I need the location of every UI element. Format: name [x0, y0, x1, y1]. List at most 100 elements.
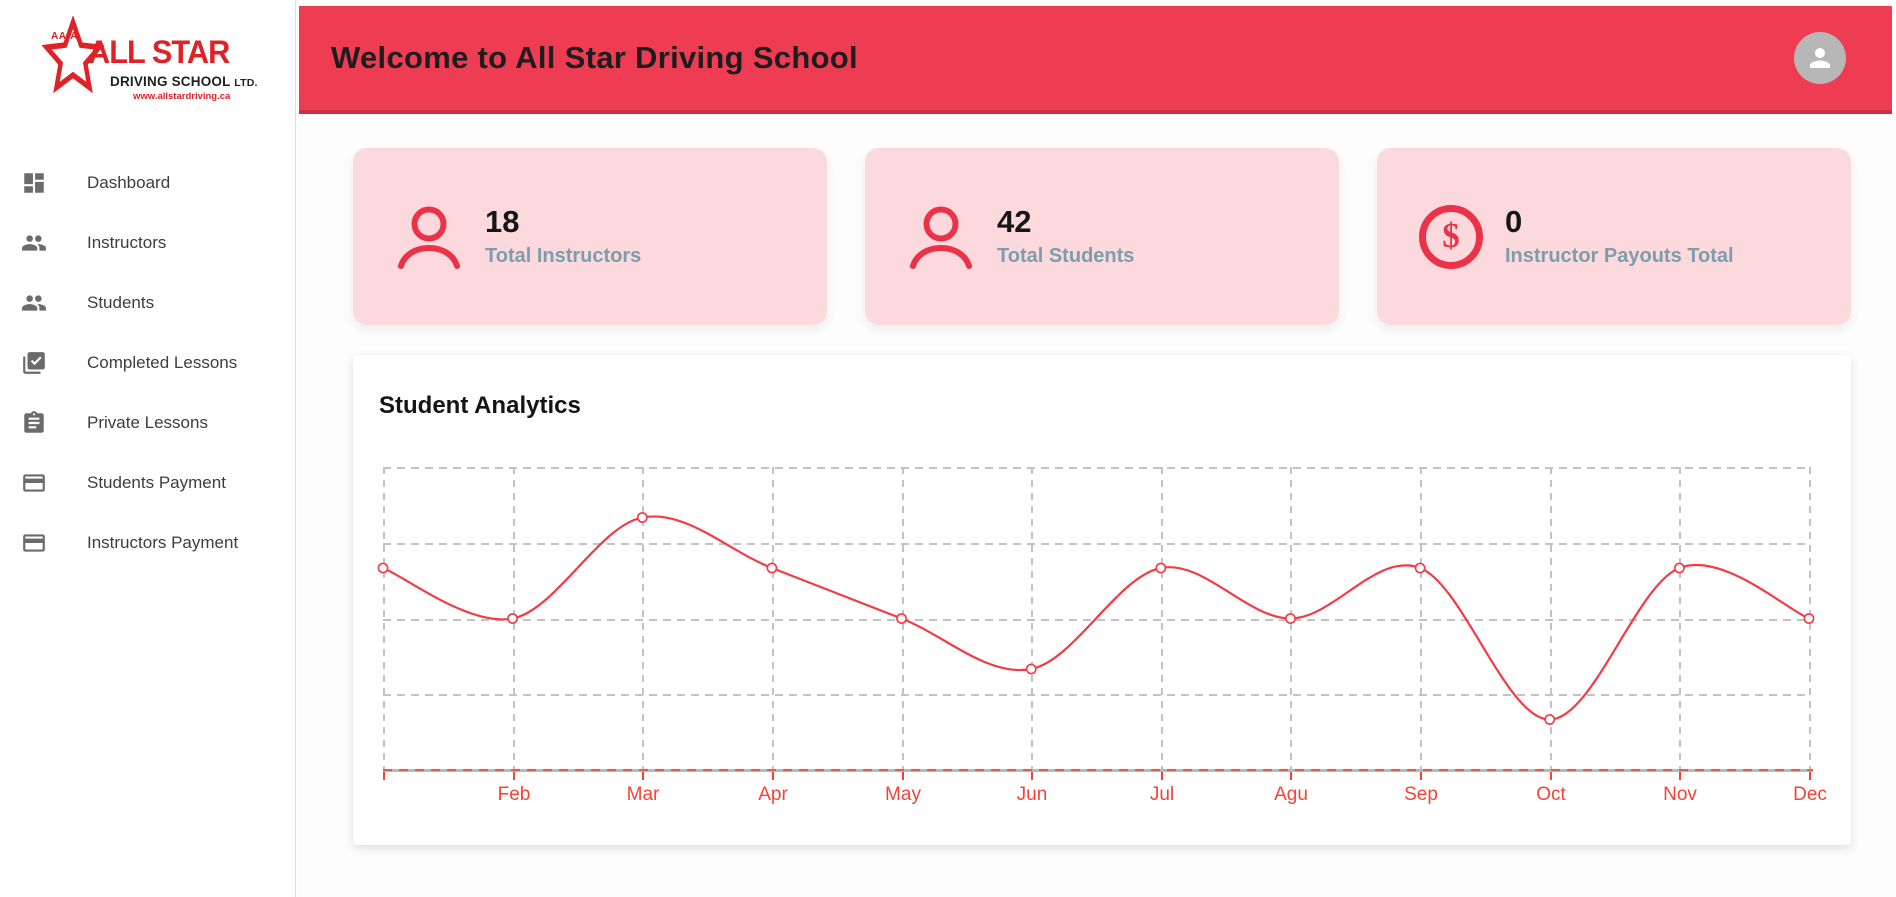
data-point [1674, 562, 1685, 574]
dollar-sign: $ [1442, 215, 1460, 255]
people-icon [22, 235, 46, 251]
data-point [1025, 663, 1037, 675]
data-point [1285, 613, 1296, 624]
person-outline-icon [398, 206, 460, 269]
stat-card-instructor-payouts-total: $ 0 Instructor Payouts Total [1377, 148, 1851, 325]
data-point [507, 613, 519, 624]
data-point [1155, 562, 1167, 574]
stat-value: 18 [485, 204, 520, 240]
sidebar-item-label: Students [87, 293, 155, 312]
axis-tick [642, 772, 644, 780]
x-axis-label: Jun [1016, 784, 1048, 805]
axis-tick [513, 772, 515, 780]
logo-website: www.allstardriving.ca [133, 91, 231, 102]
sidebar-item-dashboard[interactable]: Dashboard [0, 153, 294, 213]
axis-tick [1290, 772, 1292, 780]
logo-tagline: DRIVING SCHOOL LTD. [110, 74, 258, 89]
dollar-circle-icon: $ [1419, 204, 1483, 269]
x-axis-label: Agu [1274, 784, 1308, 805]
gridline-vertical [1161, 467, 1163, 770]
x-axis-label: May [885, 784, 921, 805]
x-axis-label: Oct [1536, 784, 1566, 805]
axis-tick [1679, 772, 1681, 780]
logo-name: ALL STAR [88, 34, 230, 70]
gridline-vertical [383, 467, 385, 770]
star-icon [42, 16, 104, 94]
credit-card-icon [23, 534, 45, 552]
completed-lessons-icon [23, 352, 45, 374]
assignment-icon [24, 411, 44, 433]
axis-tick [1550, 772, 1552, 780]
page-title: Welcome to All Star Driving School [331, 40, 858, 75]
x-axis-label: Sep [1404, 784, 1438, 805]
sidebar-item-completed-lessons[interactable]: Completed Lessons [0, 333, 294, 393]
x-axis-label: Feb [497, 784, 531, 805]
axis-tick [1031, 772, 1033, 780]
logo-prefix: AA-A [51, 31, 78, 42]
x-axis-label: Jul [1149, 784, 1175, 805]
x-axis-red-dash [383, 769, 1813, 771]
sidebar-item-instructors-payment[interactable]: Instructors Payment [0, 513, 294, 573]
sidebar-item-label: Students Payment [87, 473, 226, 492]
sidebar-item-students[interactable]: Students [0, 273, 294, 333]
axis-tick [383, 772, 385, 780]
student-analytics-panel: Student Analytics Feb Mar Apr May Jun Jul Agu S… [353, 355, 1851, 845]
chart-title: Student Analytics [379, 392, 581, 419]
gridline-horizontal [383, 542, 1811, 545]
line-series [377, 512, 1815, 725]
gridline-vertical [1550, 467, 1552, 770]
stat-label: Total Instructors [485, 244, 642, 267]
axis-tick [1161, 772, 1163, 780]
sidebar-item-label: Instructors Payment [87, 533, 239, 552]
sidebar: AA-A ALL STAR DRIVING SCHOOL LTD. www.al… [0, 0, 296, 897]
gridline-horizontal [383, 467, 1811, 469]
sidebar-item-label: Instructors [87, 233, 167, 252]
sidebar-nav: Dashboard Instructors Students Completed Le… [0, 153, 294, 573]
gridline-horizontal [383, 618, 1811, 621]
axis-tick [1420, 772, 1422, 780]
sidebar-item-label: Dashboard [87, 173, 171, 192]
series-line [382, 515, 1810, 721]
data-point [766, 562, 778, 574]
axis-tick [902, 772, 904, 780]
data-point [636, 512, 648, 523]
logo-suffix: LTD. [234, 77, 258, 89]
gridline-vertical [1679, 467, 1681, 770]
x-axis-label: Apr [758, 784, 788, 805]
axis-tick [772, 772, 774, 780]
credit-card-icon [23, 474, 45, 492]
user-avatar[interactable] [1794, 32, 1846, 84]
user-avatar-icon [1810, 48, 1830, 68]
sidebar-item-private-lessons[interactable]: Private Lessons [0, 393, 294, 453]
header-banner: Welcome to All Star Driving School [299, 6, 1892, 114]
axis-tick [1809, 772, 1811, 780]
gridline-horizontal [383, 694, 1811, 697]
main-content: Welcome to All Star Driving School 18 To… [297, 0, 1896, 897]
chart-canvas[interactable]: Feb Mar Apr May Jun Jul Agu Sep Oct Nov Dec [377, 467, 1827, 805]
person-outline-icon [910, 206, 972, 269]
data-point [377, 562, 389, 574]
app-logo[interactable]: AA-A ALL STAR DRIVING SCHOOL LTD. www.al… [30, 8, 266, 108]
x-axis-label: Dec [1793, 784, 1827, 805]
stat-card-total-students: 42 Total Students [865, 148, 1339, 325]
x-axis-line [383, 769, 1813, 772]
data-point [896, 613, 907, 624]
gridline-vertical [1031, 467, 1033, 770]
stat-value: 42 [997, 204, 1032, 240]
gridline-vertical [772, 467, 774, 770]
gridline-vertical [642, 467, 644, 770]
x-axis-label: Nov [1663, 784, 1697, 805]
sidebar-item-instructors[interactable]: Instructors [0, 213, 294, 273]
data-point [1803, 613, 1815, 624]
stat-text: 42 Total Students [997, 205, 1134, 267]
gridline-vertical [1420, 467, 1422, 770]
sidebar-item-students-payment[interactable]: Students Payment [0, 453, 294, 513]
sidebar-item-label: Completed Lessons [87, 353, 238, 372]
data-point [1414, 562, 1426, 574]
stat-cards-row: 18 Total Instructors 42 Total Students $… [353, 148, 1851, 325]
sidebar-item-label: Private Lessons [87, 413, 208, 432]
x-axis-label: Mar [626, 784, 660, 805]
dashboard-icon [24, 173, 44, 193]
stat-label: Instructor Payouts Total [1505, 244, 1734, 267]
stat-value: 0 [1505, 204, 1523, 240]
